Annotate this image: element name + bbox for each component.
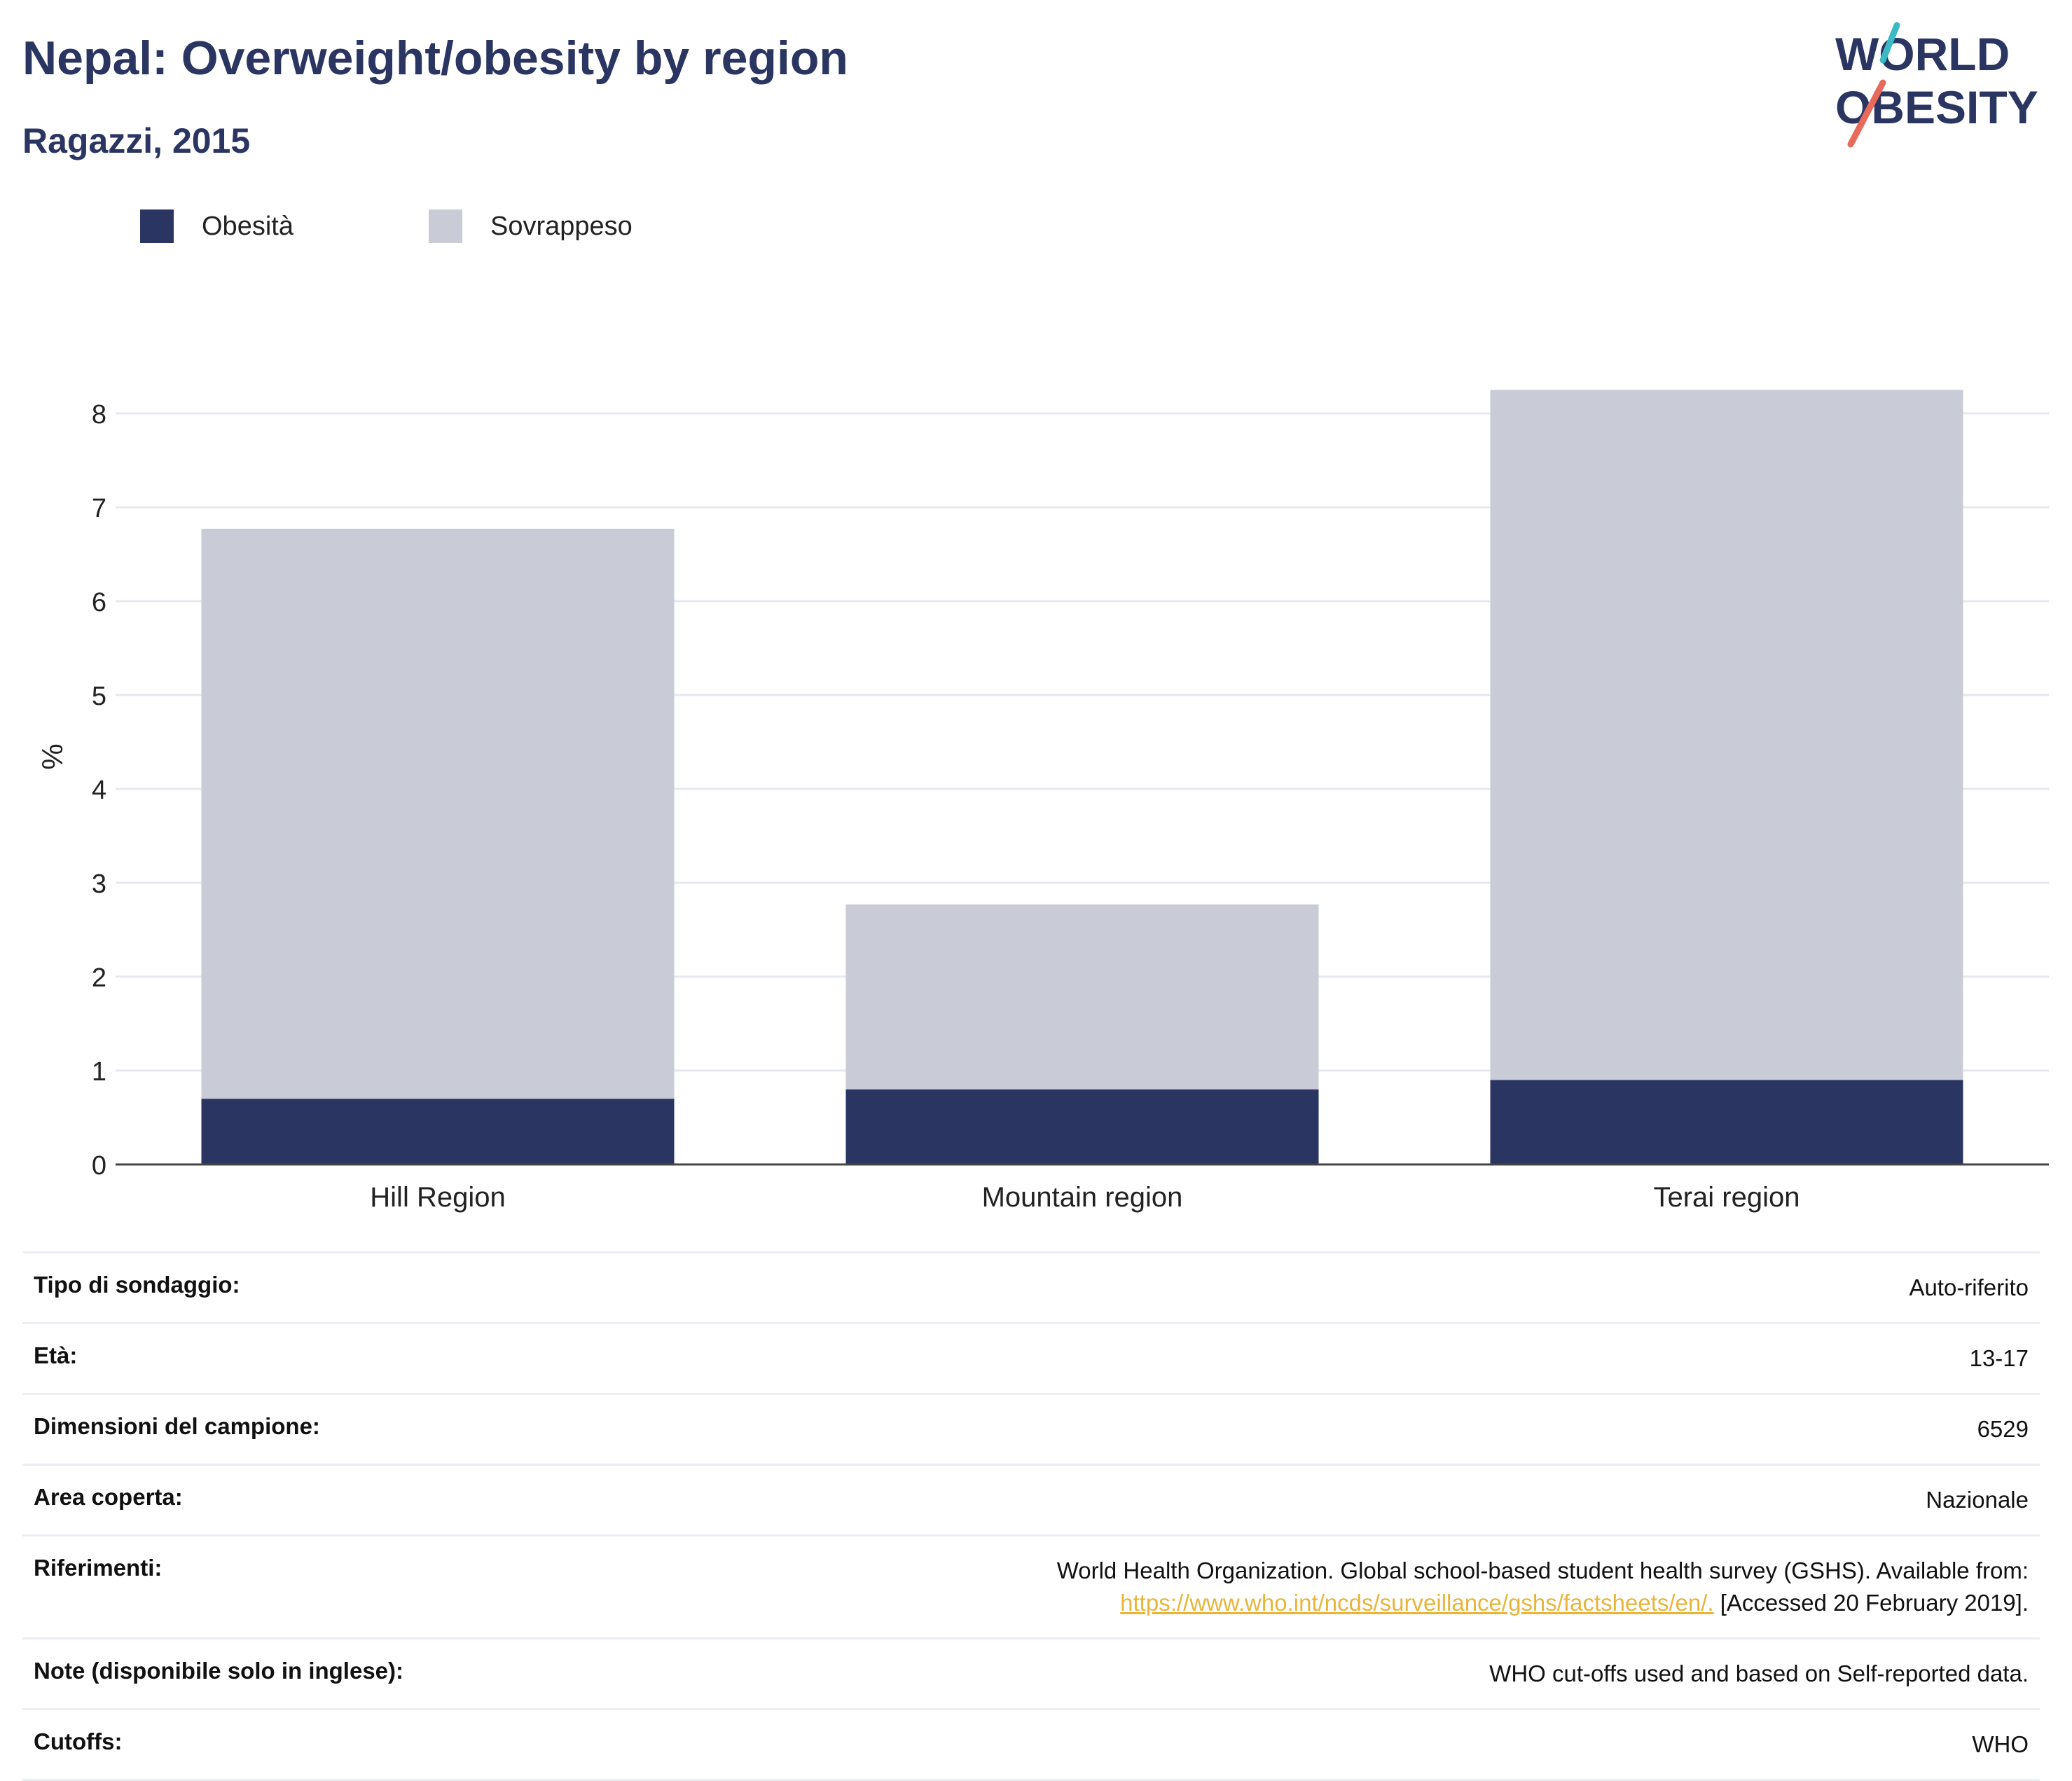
info-label: Note (disponibile solo in inglese): xyxy=(34,1658,404,1684)
info-value: WHO cut-offs used and based on Self-repo… xyxy=(1489,1660,2029,1686)
legend-item-obesity[interactable]: Obesità xyxy=(140,207,293,245)
y-tick-label: 0 xyxy=(92,1151,106,1181)
logo-slash-coral xyxy=(1847,79,1886,148)
logo-line1: WORLD xyxy=(1835,28,2010,80)
page-subtitle: Ragazzi, 2015 xyxy=(22,121,251,160)
info-label: Tipo di sondaggio: xyxy=(34,1272,240,1298)
bars xyxy=(201,390,1963,1164)
info-label: Area coperta: xyxy=(34,1484,183,1510)
x-tick-label: Terai region xyxy=(1653,1182,1800,1213)
bar-overweight[interactable] xyxy=(201,528,675,1099)
world-obesity-logo: WORLD OBESITY xyxy=(1835,22,2038,148)
info-value: WHO xyxy=(1972,1731,2029,1757)
bar-obesity[interactable] xyxy=(201,1099,675,1164)
axes: 0 1 2 3 4 5 6 7 8% Hill Region Mountain region Tera… xyxy=(36,400,2049,1213)
info-label: Riferimenti: xyxy=(34,1555,163,1581)
reference-link[interactable]: https://www.who.int/ncds/surveillance/gs… xyxy=(1120,1590,1714,1616)
info-row-area: Area coperta: Nazionale xyxy=(22,1464,2040,1536)
y-tick-label: 1 xyxy=(92,1057,106,1087)
reference-accessed: [Accessed 20 February 2019]. xyxy=(1713,1590,2029,1616)
info-value: Auto-riferito xyxy=(1909,1274,2029,1300)
logo-slash-teal xyxy=(1879,22,1900,64)
info-value: 13-17 xyxy=(1969,1345,2029,1371)
info-value: Nazionale xyxy=(1926,1487,2029,1513)
bar-overweight[interactable] xyxy=(1490,390,1963,1080)
page-title: Nepal: Overweight/obesity by region xyxy=(22,32,848,85)
info-row-notes: Note (disponibile solo in inglese): WHO … xyxy=(22,1638,2040,1710)
legend-swatch-obesity xyxy=(140,209,174,243)
logo-line2: OBESITY xyxy=(1835,81,2038,133)
info-value-references: World Health Organization. Global school… xyxy=(593,1536,2040,1639)
info-row-cutoffs: Cutoffs: WHO xyxy=(22,1709,2040,1780)
info-row-references: Riferimenti: World Health Organization. … xyxy=(22,1535,2040,1639)
y-tick-label: 6 xyxy=(92,588,106,617)
legend-label-obesity: Obesità xyxy=(202,211,293,241)
info-row-survey-type: Tipo di sondaggio: Auto-riferito xyxy=(22,1252,2040,1323)
survey-info-table: Tipo di sondaggio: Auto-riferito Età: 13… xyxy=(22,1251,2040,1781)
y-axis-label: % xyxy=(36,743,69,769)
y-tick-label: 5 xyxy=(92,682,106,711)
x-tick-label: Mountain region xyxy=(982,1182,1183,1213)
bar-overweight[interactable] xyxy=(845,904,1319,1089)
x-tick-label: Hill Region xyxy=(370,1182,505,1213)
bar-chart: 0 1 2 3 4 5 6 7 8% Hill Region Mountain region Tera… xyxy=(36,390,2049,1213)
y-tick-label: 8 xyxy=(92,400,106,429)
info-row-age: Età: 13-17 xyxy=(22,1323,2040,1394)
legend-label-overweight: Sovrappeso xyxy=(490,211,633,241)
y-tick-label: 4 xyxy=(92,776,106,805)
legend-swatch-overweight xyxy=(429,209,462,243)
info-label: Età: xyxy=(34,1342,78,1368)
legend-item-overweight[interactable]: Sovrappeso xyxy=(429,207,633,245)
y-tick-label: 3 xyxy=(92,869,106,899)
reference-text: World Health Organization. Global school… xyxy=(1056,1557,2029,1583)
y-tick-label: 2 xyxy=(92,963,106,993)
y-tick-label: 7 xyxy=(92,494,106,523)
info-label: Dimensioni del campione: xyxy=(34,1413,320,1439)
info-value: 6529 xyxy=(1977,1416,2029,1442)
bar-obesity[interactable] xyxy=(845,1089,1319,1164)
bar-obesity[interactable] xyxy=(1490,1080,1963,1164)
info-row-sample-size: Dimensioni del campione: 6529 xyxy=(22,1394,2040,1465)
info-label: Cutoffs: xyxy=(34,1728,123,1754)
